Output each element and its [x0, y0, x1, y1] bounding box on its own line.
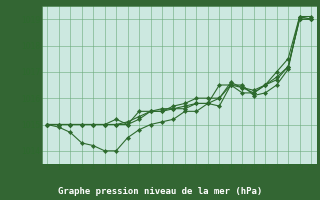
Text: Graphe pression niveau de la mer (hPa): Graphe pression niveau de la mer (hPa)	[58, 188, 262, 196]
